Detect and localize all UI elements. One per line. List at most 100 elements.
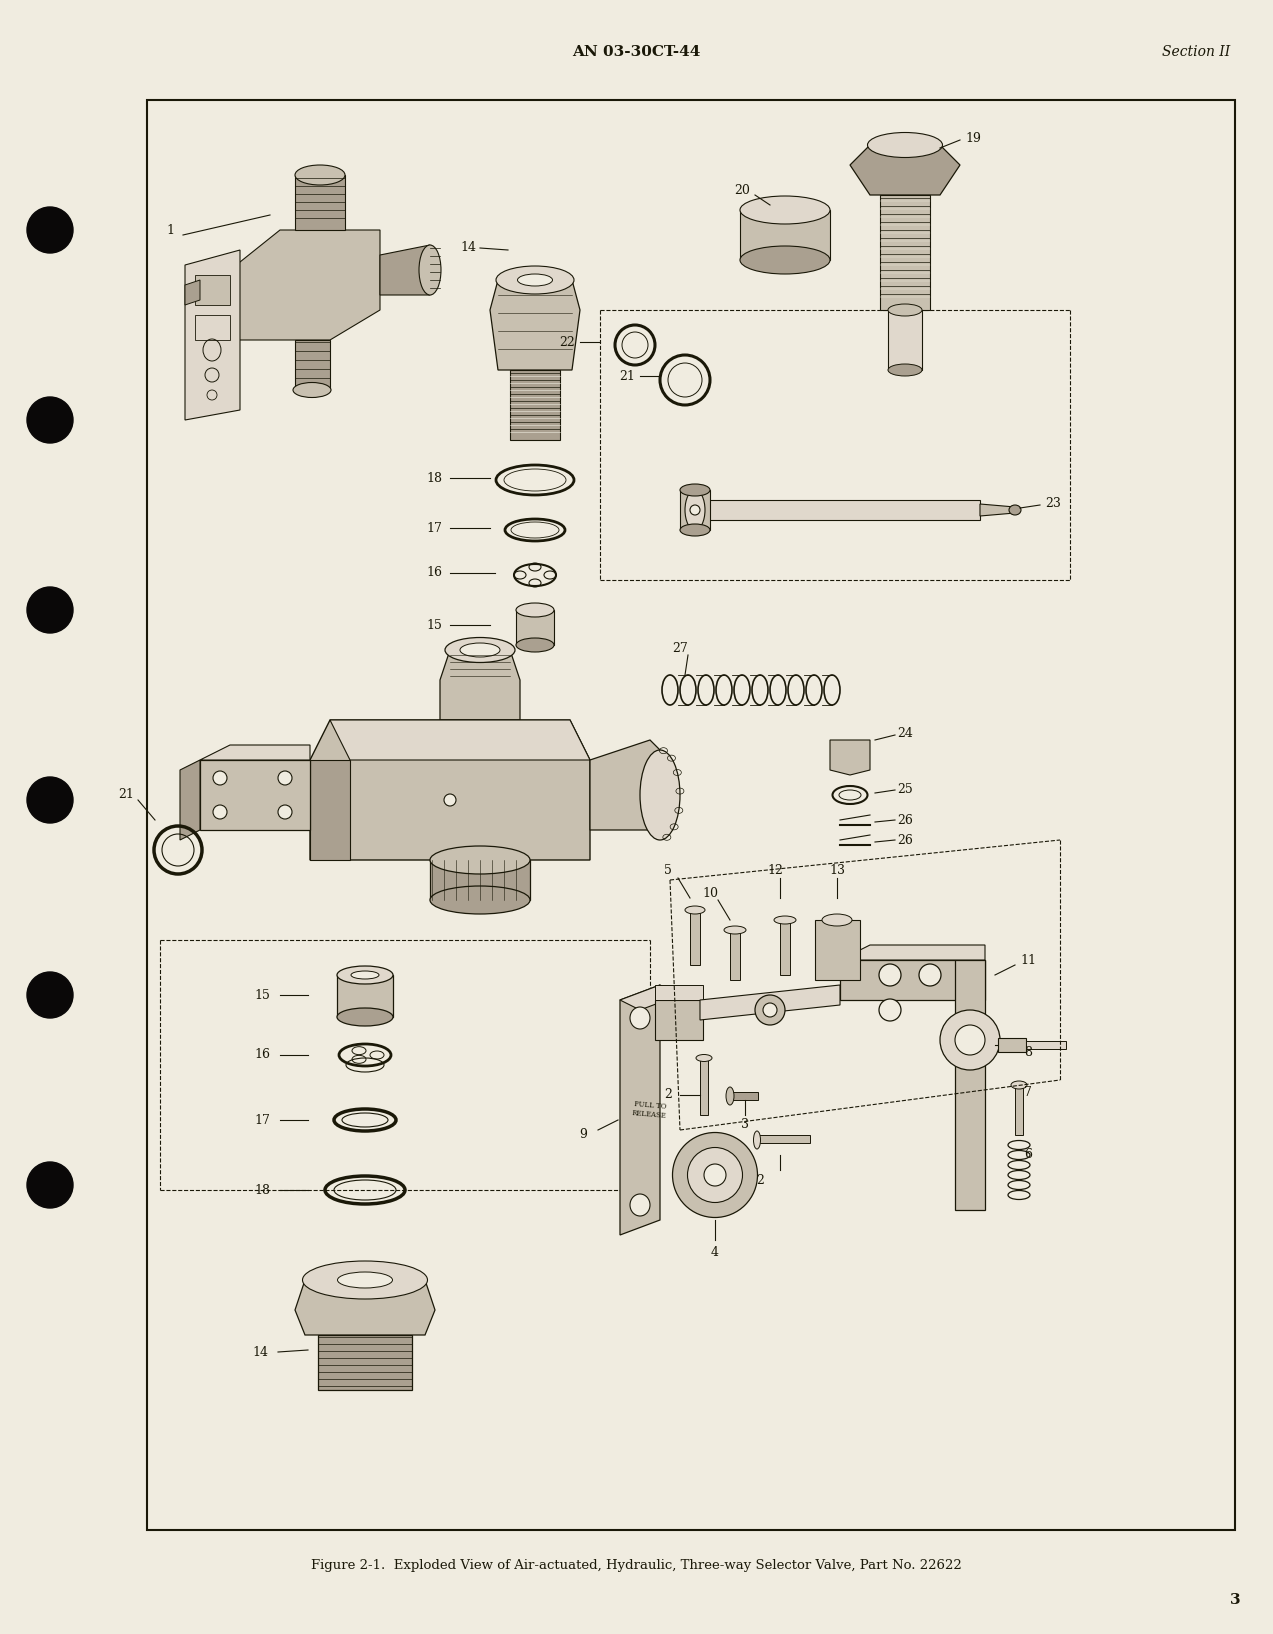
Text: 12: 12 [768, 863, 783, 876]
Bar [815, 920, 861, 980]
Polygon shape [311, 760, 350, 859]
Text: 3: 3 [1230, 1593, 1240, 1606]
Text: 19: 19 [965, 131, 981, 144]
Ellipse shape [351, 971, 379, 979]
Ellipse shape [630, 1007, 651, 1029]
Polygon shape [230, 230, 381, 340]
Bar [656, 1000, 703, 1039]
Ellipse shape [740, 196, 830, 224]
Bar [729, 1092, 757, 1100]
Text: 22: 22 [559, 335, 575, 348]
Ellipse shape [696, 1054, 712, 1062]
Text: 14: 14 [460, 240, 476, 253]
Ellipse shape [278, 771, 292, 784]
Ellipse shape [774, 917, 796, 923]
Polygon shape [311, 721, 589, 859]
Bar [146, 100, 1235, 1529]
Ellipse shape [278, 806, 292, 819]
Ellipse shape [878, 998, 901, 1021]
Bar [780, 920, 791, 975]
Ellipse shape [419, 245, 440, 296]
Ellipse shape [460, 644, 500, 657]
Ellipse shape [878, 964, 901, 985]
Text: 2: 2 [756, 1173, 764, 1186]
Text: 24: 24 [897, 727, 913, 740]
Ellipse shape [763, 1003, 777, 1016]
Polygon shape [589, 740, 670, 830]
Polygon shape [516, 609, 554, 645]
Ellipse shape [822, 913, 852, 926]
Text: 14: 14 [252, 1345, 269, 1358]
Ellipse shape [303, 1261, 428, 1299]
Polygon shape [381, 245, 430, 296]
Polygon shape [850, 145, 960, 194]
Ellipse shape [496, 266, 574, 294]
Ellipse shape [213, 771, 227, 784]
Text: PULL TO
RELEASE: PULL TO RELEASE [631, 1100, 668, 1119]
Text: 10: 10 [701, 887, 718, 899]
Text: 11: 11 [1020, 954, 1036, 966]
Text: 18: 18 [426, 472, 442, 485]
Bar [690, 910, 700, 966]
Polygon shape [830, 740, 869, 775]
Polygon shape [179, 760, 200, 840]
Text: Figure 2-1.  Exploded View of Air-actuated, Hydraulic, Three-way Selector Valve,: Figure 2-1. Exploded View of Air-actuate… [311, 1559, 961, 1572]
Ellipse shape [755, 995, 785, 1025]
Ellipse shape [704, 1163, 726, 1186]
Ellipse shape [690, 505, 700, 515]
Bar [195, 275, 230, 306]
Text: 13: 13 [829, 863, 845, 876]
Polygon shape [185, 279, 200, 306]
Ellipse shape [672, 1132, 757, 1217]
Ellipse shape [516, 637, 554, 652]
Text: 21: 21 [118, 788, 134, 801]
Circle shape [27, 972, 73, 1018]
Ellipse shape [640, 750, 680, 840]
Ellipse shape [430, 886, 530, 913]
Polygon shape [656, 985, 703, 1000]
Polygon shape [840, 944, 985, 961]
Ellipse shape [337, 966, 393, 984]
Ellipse shape [516, 603, 554, 618]
Polygon shape [185, 250, 241, 420]
Ellipse shape [867, 132, 942, 157]
Ellipse shape [1009, 505, 1021, 515]
Polygon shape [430, 859, 530, 900]
Circle shape [27, 208, 73, 253]
Circle shape [27, 778, 73, 824]
Circle shape [27, 397, 73, 443]
Text: 6: 6 [1023, 1149, 1032, 1162]
Polygon shape [840, 961, 985, 1000]
Text: 26: 26 [897, 814, 913, 827]
Text: 17: 17 [426, 521, 442, 534]
Ellipse shape [337, 1008, 393, 1026]
Bar [998, 1038, 1026, 1052]
Polygon shape [700, 500, 980, 520]
Text: 26: 26 [897, 833, 913, 846]
Text: 15: 15 [426, 619, 442, 631]
Text: 7: 7 [1023, 1085, 1032, 1098]
Ellipse shape [518, 275, 552, 286]
Ellipse shape [680, 525, 710, 536]
Text: 1: 1 [165, 224, 174, 237]
Ellipse shape [430, 846, 530, 874]
Ellipse shape [1011, 1082, 1027, 1088]
Ellipse shape [687, 1147, 742, 1203]
Bar [755, 1136, 810, 1144]
Ellipse shape [685, 905, 705, 913]
Text: 25: 25 [897, 783, 913, 796]
Ellipse shape [740, 247, 830, 275]
Ellipse shape [939, 1010, 1001, 1070]
Polygon shape [200, 745, 311, 760]
Bar [195, 315, 230, 340]
Polygon shape [440, 650, 519, 721]
Ellipse shape [680, 484, 710, 497]
Polygon shape [620, 985, 680, 1010]
Ellipse shape [726, 1087, 735, 1105]
Text: 20: 20 [735, 183, 750, 196]
Text: 3: 3 [741, 1119, 749, 1131]
Polygon shape [295, 1279, 435, 1335]
Text: AN 03-30CT-44: AN 03-30CT-44 [572, 46, 700, 59]
Text: 23: 23 [1045, 497, 1060, 510]
Text: 16: 16 [255, 1049, 270, 1062]
